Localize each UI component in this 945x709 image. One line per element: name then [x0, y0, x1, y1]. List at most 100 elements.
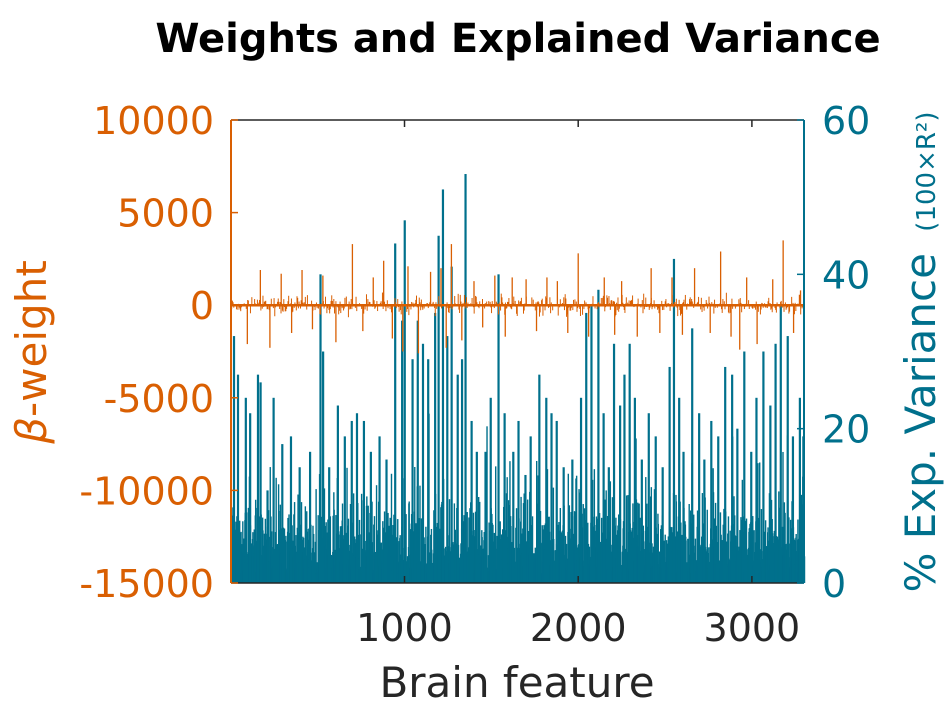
variance-peak-bar — [437, 235, 440, 583]
variance-bar — [405, 514, 407, 583]
variance-bar — [448, 499, 451, 583]
variance-peak-bar — [232, 336, 236, 583]
variance-peak-bar — [710, 420, 713, 583]
variance-bar — [632, 537, 634, 583]
variance-peak-bar — [411, 359, 414, 583]
variance-bar — [390, 473, 393, 583]
variance-peak-bar — [750, 451, 753, 583]
variance-peak-bar — [691, 328, 694, 583]
left-y-tick-label: 5000 — [117, 192, 214, 236]
right-y-ticks: 0 20 40 60 — [797, 99, 870, 606]
variance-peak-bar — [590, 305, 593, 583]
variance-bar — [287, 517, 289, 583]
variance-bar — [308, 528, 310, 583]
variance-bar — [523, 493, 525, 583]
variance-bar — [315, 489, 317, 583]
variance-bar — [657, 523, 659, 583]
variance-peak-bar — [717, 436, 720, 583]
variance-bar — [352, 493, 355, 583]
variance-peak-bar — [236, 374, 240, 583]
variance-peak-bar — [562, 467, 565, 583]
variance-bar — [285, 541, 287, 583]
variance-bar — [375, 485, 378, 583]
variance-bar — [687, 538, 689, 583]
variance-bar — [408, 501, 410, 583]
x-tick-label: 2000 — [530, 606, 627, 650]
variance-bar — [638, 503, 640, 583]
variance-bar — [479, 501, 481, 583]
variance-bar — [695, 560, 697, 583]
variance-bar — [685, 540, 687, 583]
variance-peak-bar — [369, 451, 372, 583]
variance-peak-bar — [308, 451, 312, 583]
variance-peak-bar — [489, 397, 492, 583]
variance-peak-bar — [524, 474, 527, 583]
variance-bar — [764, 520, 767, 583]
variance-bar — [760, 509, 763, 583]
variance-bar — [552, 487, 555, 583]
variance-bar — [284, 539, 286, 583]
variance-peak-bar — [724, 366, 727, 583]
variance-peak-bar — [362, 420, 366, 583]
variance-bar — [542, 529, 544, 583]
variance-peak-bar — [350, 420, 353, 583]
variance-bar — [587, 543, 590, 583]
variance-bar — [788, 543, 790, 583]
variance-peak-bar — [256, 374, 260, 583]
variance-peak-bar — [698, 413, 701, 583]
right-series-bars — [231, 174, 806, 584]
variance-bar — [564, 535, 567, 583]
variance-bar — [712, 492, 715, 583]
variance-peak-bar — [497, 274, 500, 583]
x-tick-label: 1000 — [356, 606, 453, 650]
variance-bar — [723, 508, 725, 583]
variance-peak-bar — [640, 459, 643, 583]
left-y-tick-label: -10000 — [79, 469, 214, 513]
variance-peak-bar — [555, 420, 558, 583]
variance-peak-bar — [460, 359, 464, 583]
left-y-ticks: -15000 -10000 -5000 0 5000 10000 — [79, 99, 238, 606]
variance-bar — [406, 556, 409, 583]
variance-peak-bar — [571, 459, 574, 583]
left-y-tick-label: 10000 — [93, 99, 214, 143]
variance-bar — [329, 516, 332, 583]
variance-bar — [540, 543, 542, 583]
variance-peak-bar — [517, 420, 520, 583]
variance-peak-bar — [529, 436, 532, 583]
variance-peak-bar — [446, 336, 449, 583]
variance-peak-bar — [628, 343, 631, 583]
variance-peak-bar — [779, 305, 782, 583]
variance-peak-bar — [427, 359, 430, 583]
variance-bar — [650, 487, 653, 583]
variance-bar — [387, 512, 389, 583]
variance-bar — [675, 501, 678, 583]
variance-bar — [591, 479, 594, 583]
variance-peak-bar — [579, 397, 583, 583]
variance-bar — [466, 512, 468, 583]
variance-peak-bar — [266, 490, 269, 583]
variance-bar — [242, 521, 244, 583]
variance-bar — [693, 514, 695, 583]
variance-bar — [706, 509, 708, 583]
variance-bar — [433, 510, 435, 583]
variance-bar — [553, 560, 556, 583]
variance-bar — [615, 517, 617, 583]
variance-bar — [372, 552, 374, 583]
variance-bar — [304, 506, 307, 583]
right-y-tick-label: 60 — [822, 99, 870, 143]
x-axis-label: Brain feature — [379, 658, 654, 707]
variance-bar — [688, 503, 690, 583]
variance-bar — [651, 543, 653, 583]
variance-bar — [797, 519, 799, 583]
variance-peak-bar — [774, 343, 777, 583]
variance-peak-bar — [475, 451, 478, 583]
variance-peak-bar — [441, 189, 445, 583]
variance-bar — [660, 525, 663, 583]
variance-bar — [625, 495, 628, 583]
variance-bar — [575, 475, 578, 583]
variance-peak-bar — [450, 266, 453, 583]
variance-bar — [293, 502, 296, 583]
variance-bar — [333, 509, 335, 583]
variance-peak-bar — [654, 436, 657, 583]
variance-peak-bar — [633, 397, 636, 583]
